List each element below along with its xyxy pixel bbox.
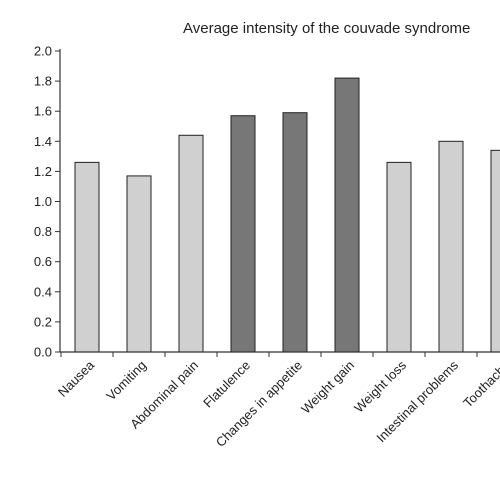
bar-toothache	[490, 149, 500, 353]
x-category-label: Flatulence	[200, 358, 253, 411]
y-tick-label: 0.0	[34, 345, 52, 360]
y-tick-label: 2.0	[34, 44, 52, 59]
bar-weight-loss	[386, 161, 412, 353]
y-tick-label: 1.4	[34, 134, 52, 149]
y-tick-label: 1.8	[34, 74, 52, 89]
bar-vomiting	[126, 175, 152, 353]
x-category-label: Vomiting	[103, 358, 149, 404]
x-category-label: Nausea	[55, 357, 98, 400]
bar-flatulence	[230, 115, 256, 353]
y-tick-label: 0.8	[34, 224, 52, 239]
y-tick-label: 1.0	[34, 194, 52, 209]
bar-changes-in-appetite	[282, 112, 308, 353]
x-category-label: Toothache	[460, 358, 500, 411]
y-tick-label: 0.6	[34, 254, 52, 269]
y-tick-label: 1.6	[34, 104, 52, 119]
y-tick-label: 0.4	[34, 284, 52, 299]
bar-abdominal-pain	[178, 134, 204, 353]
x-category-label: Weight gain	[298, 358, 357, 417]
bar-intestinal-problems	[438, 140, 464, 353]
y-tick-label: 1.2	[34, 164, 52, 179]
y-tick-label: 0.2	[34, 314, 52, 329]
y-axis: 0.0 0.2 0.4 0.6 0.8 1.0 1.2 1.4 1.6 1.8 2.0	[34, 44, 61, 360]
bars	[74, 77, 500, 353]
chart-title: Average intensity of the couvade syndrom…	[183, 20, 470, 37]
x-category-label: Changes in appetite	[213, 358, 305, 450]
bar-nausea	[74, 161, 100, 353]
bar-weight-gain	[334, 77, 360, 353]
